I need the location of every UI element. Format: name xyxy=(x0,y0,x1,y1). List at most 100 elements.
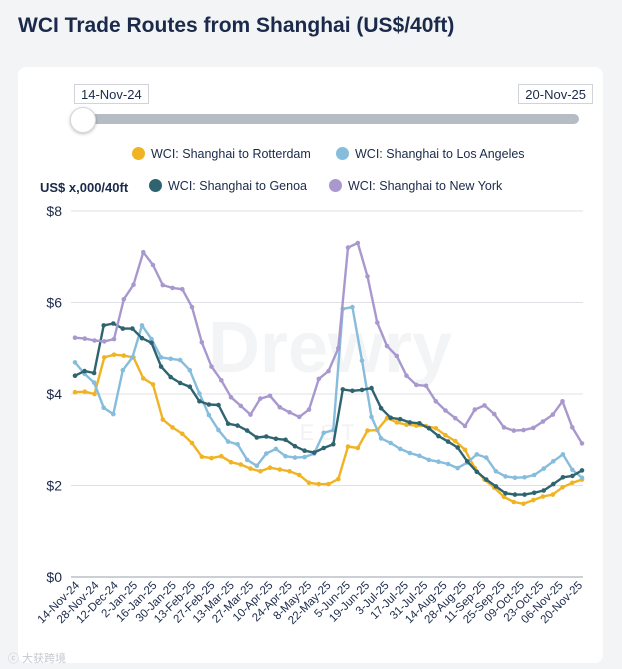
data-point xyxy=(394,420,400,425)
legend-label: WCI: Shanghai to New York xyxy=(348,179,503,193)
legend-dot-icon xyxy=(329,179,342,192)
data-point xyxy=(531,472,537,478)
data-point xyxy=(244,428,250,433)
data-point xyxy=(150,382,156,387)
data-point xyxy=(522,475,527,480)
data-point xyxy=(209,455,214,461)
data-point xyxy=(216,402,221,408)
data-point xyxy=(531,497,536,503)
data-point xyxy=(111,321,116,326)
data-point xyxy=(150,262,156,268)
data-point xyxy=(570,480,575,486)
y-axis-ticks: $0 $2 $4 $6 $8 xyxy=(46,203,62,585)
data-point xyxy=(306,480,312,486)
data-point xyxy=(92,391,97,397)
data-point xyxy=(579,441,585,446)
data-point xyxy=(397,446,403,452)
data-point xyxy=(197,399,202,404)
data-point xyxy=(287,410,292,415)
watermark-sub: EST xyxy=(300,420,361,445)
data-point xyxy=(102,339,107,344)
data-point xyxy=(149,340,154,346)
data-point xyxy=(82,368,87,374)
data-point xyxy=(238,462,244,467)
data-point xyxy=(560,485,565,490)
data-point xyxy=(570,425,575,430)
legend-rotterdam[interactable]: WCI: Shanghai to Rotterdam xyxy=(132,146,311,162)
data-point xyxy=(302,454,307,460)
data-point xyxy=(345,245,351,250)
data-point xyxy=(267,393,273,399)
data-point xyxy=(267,465,273,471)
legend-los-angeles[interactable]: WCI: Shanghai to Los Angeles xyxy=(336,146,525,162)
data-point xyxy=(417,421,422,426)
data-point xyxy=(120,367,126,373)
data-point xyxy=(521,427,526,433)
date-range-slider-handle[interactable] xyxy=(70,107,96,133)
data-point xyxy=(512,492,518,497)
data-point xyxy=(436,459,441,465)
data-point xyxy=(404,373,409,379)
data-point xyxy=(177,357,183,363)
data-point xyxy=(378,405,384,411)
data-point xyxy=(170,285,175,291)
data-point xyxy=(433,399,439,404)
range-end-date[interactable]: 20-Nov-25 xyxy=(518,84,593,104)
data-point xyxy=(541,488,546,493)
data-point xyxy=(326,481,331,487)
data-point xyxy=(258,396,263,401)
data-point xyxy=(102,355,107,360)
data-point xyxy=(445,461,451,467)
data-point xyxy=(512,475,518,481)
data-point xyxy=(283,437,288,443)
y-axis-unit-label: US$ x,000/40ft xyxy=(40,180,129,195)
data-point xyxy=(254,435,260,440)
data-point xyxy=(541,466,546,471)
data-point xyxy=(511,428,517,433)
legend-new-york[interactable]: WCI: Shanghai to New York xyxy=(329,178,502,194)
data-point xyxy=(111,411,116,417)
data-point xyxy=(414,382,419,388)
data-point xyxy=(340,387,346,392)
data-point xyxy=(277,467,283,472)
data-point xyxy=(121,353,127,358)
data-point xyxy=(503,491,508,496)
data-point xyxy=(550,492,556,497)
legend-genoa[interactable]: WCI: Shanghai to Genoa xyxy=(149,178,307,194)
data-point xyxy=(91,370,97,376)
data-point xyxy=(445,439,451,444)
data-point xyxy=(388,415,394,421)
legend-label: WCI: Shanghai to Los Angeles xyxy=(355,147,525,161)
data-point xyxy=(501,494,507,500)
data-point xyxy=(82,389,88,395)
data-point xyxy=(522,492,527,497)
data-point xyxy=(141,249,146,255)
data-point xyxy=(130,355,135,360)
data-point xyxy=(189,440,195,446)
data-point xyxy=(492,411,497,417)
data-point xyxy=(336,476,341,482)
data-point xyxy=(160,417,166,422)
data-point xyxy=(453,415,458,421)
data-point xyxy=(551,481,556,487)
data-point xyxy=(244,457,250,463)
y-tick-label: $8 xyxy=(46,203,62,219)
data-point xyxy=(417,453,422,459)
data-point xyxy=(472,407,478,412)
range-start-date[interactable]: 14-Nov-24 xyxy=(74,84,149,104)
grid-lines xyxy=(71,210,583,578)
data-point xyxy=(228,459,234,465)
data-point xyxy=(397,416,403,422)
data-point xyxy=(493,469,499,474)
data-point xyxy=(72,389,78,395)
data-point xyxy=(111,336,117,342)
data-point xyxy=(209,364,214,369)
data-point xyxy=(426,426,432,431)
data-point xyxy=(219,453,224,459)
data-point xyxy=(384,415,390,421)
data-point xyxy=(443,408,448,413)
data-point xyxy=(302,448,307,454)
data-point xyxy=(235,442,240,447)
date-range-slider-track[interactable] xyxy=(73,114,579,124)
